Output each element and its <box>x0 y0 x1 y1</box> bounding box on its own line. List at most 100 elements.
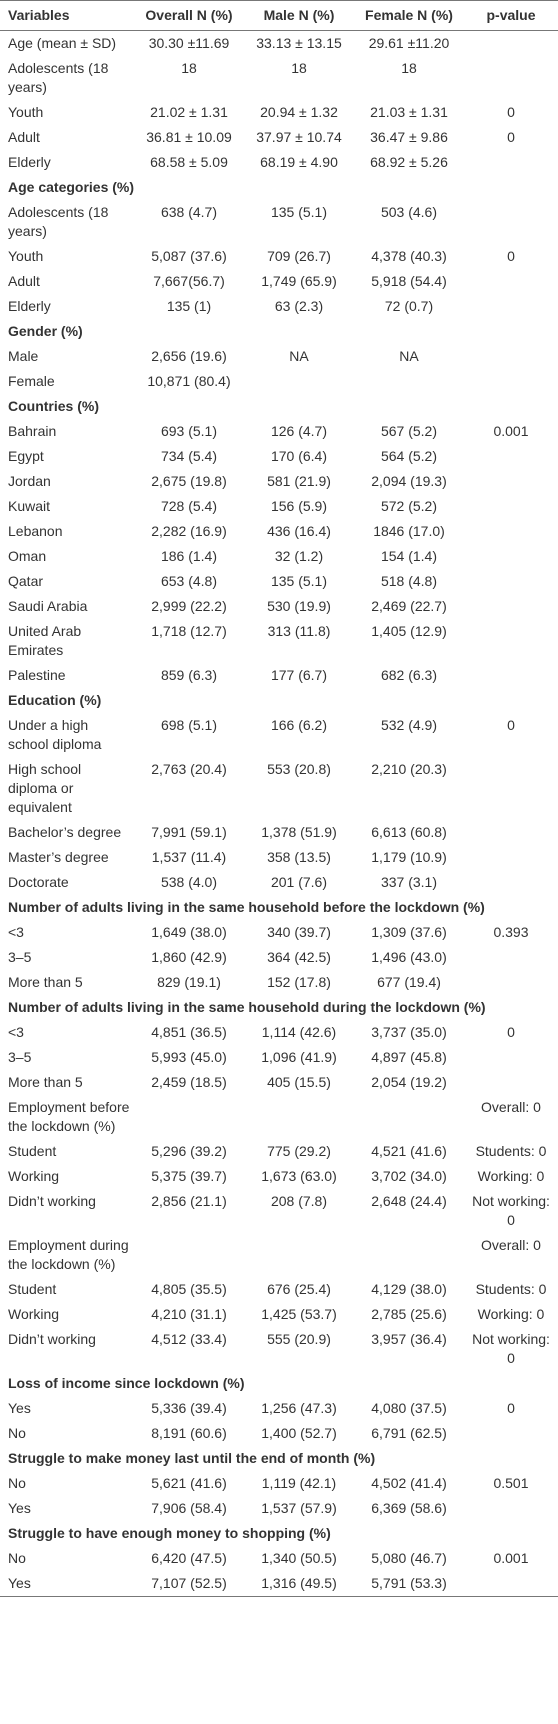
row-label: Oman <box>8 548 47 564</box>
row-label: Adolescents (18 years) <box>8 60 109 95</box>
cell: 859 (6.3) <box>160 667 218 683</box>
cell: 2,763 (20.4) <box>151 761 227 777</box>
cell: 135 (5.1) <box>270 204 328 220</box>
table-row: Oman 186 (1.4) 32 (1.2) 154 (1.4) <box>0 544 558 569</box>
cell: 30.30 ±11.69 <box>148 35 230 51</box>
cell: 2,999 (22.2) <box>151 598 227 614</box>
cell: Students: 0 <box>475 1281 547 1297</box>
table-row: Qatar 653 (4.8) 135 (5.1) 518 (4.8) <box>0 569 558 594</box>
cell: Students: 0 <box>475 1143 547 1159</box>
section-heading: Education (%) <box>8 692 102 708</box>
table-row: Adolescents (18 years) 638 (4.7) 135 (5.1)… <box>0 200 558 244</box>
table-row: Doctorate 538 (4.0) 201 (7.6) 337 (3.1) <box>0 870 558 895</box>
cell: 3,957 (36.4) <box>371 1331 447 1347</box>
empty-cell <box>464 663 558 688</box>
empty-cell <box>464 757 558 820</box>
empty-cell <box>464 544 558 569</box>
cell: 5,296 (39.2) <box>151 1143 227 1159</box>
table-row: Palestine 859 (6.3) 177 (6.7) 682 (6.3) <box>0 663 558 688</box>
cell: 0.001 <box>493 1550 529 1566</box>
cell: 7,667(56.7) <box>153 273 225 289</box>
empty-cell <box>244 1233 354 1277</box>
table-row: Didn’t working 4,512 (33.4) 555 (20.9) 3,95… <box>0 1327 558 1371</box>
cell: 2,210 (20.3) <box>371 761 447 777</box>
section-heading: Countries (%) <box>8 398 99 414</box>
row-label: Bachelor’s degree <box>8 824 122 840</box>
row-label: Employment during the lockdown (%) <box>8 1237 129 1272</box>
cell: 676 (25.4) <box>267 1281 331 1297</box>
cell: 436 (16.4) <box>267 523 331 539</box>
cell: 0 <box>507 129 515 145</box>
cell: 4,897 (45.8) <box>371 1049 447 1065</box>
cell: 135 (5.1) <box>270 573 328 589</box>
cell: 1,425 (53.7) <box>261 1306 337 1322</box>
cell: 5,080 (46.7) <box>371 1550 447 1566</box>
cell: Overall: 0 <box>481 1099 541 1115</box>
table-row: Youth 5,087 (37.6) 709 (26.7) 4,378 (40.3) 0 <box>0 244 558 269</box>
table-row: 3–5 1,860 (42.9) 364 (42.5) 1,496 (43.0) <box>0 945 558 970</box>
empty-cell <box>464 1045 558 1070</box>
cell: 1,673 (63.0) <box>261 1168 337 1184</box>
cell: 1,340 (50.5) <box>261 1550 337 1566</box>
row-label: Working <box>8 1168 60 1184</box>
cell: 170 (6.4) <box>270 448 328 464</box>
row-label: <3 <box>8 1024 24 1040</box>
row-label: Doctorate <box>8 874 69 890</box>
cell: 572 (5.2) <box>380 498 438 514</box>
table-row: No 8,191 (60.6) 1,400 (52.7) 6,791 (62.5) <box>0 1421 558 1446</box>
cell: 530 (19.9) <box>267 598 331 614</box>
table-row: Age (mean ± SD) 30.30 ±11.69 33.13 ± 13.15… <box>0 31 558 57</box>
row-label: Student <box>8 1143 57 1159</box>
table-row: 3–5 5,993 (45.0) 1,096 (41.9) 4,897 (45.8) <box>0 1045 558 1070</box>
table-row: No 5,621 (41.6) 1,119 (42.1) 4,502 (41.4) 0.… <box>0 1471 558 1496</box>
table-row: Working 4,210 (31.1) 1,425 (53.7) 2,785 (25… <box>0 1302 558 1327</box>
cell: 538 (4.0) <box>160 874 218 890</box>
cell: 33.13 ± 13.15 <box>256 35 342 51</box>
cell: 177 (6.7) <box>270 667 328 683</box>
row-label: Youth <box>8 248 44 264</box>
cell: 4,502 (41.4) <box>371 1475 447 1491</box>
table-row: Adult 36.81 ± 10.09 37.97 ± 10.74 36.47 ± 9… <box>0 125 558 150</box>
cell: 126 (4.7) <box>270 423 328 439</box>
cell: 1,537 (57.9) <box>261 1500 337 1516</box>
cell: 0 <box>507 717 515 733</box>
cell: 0.501 <box>493 1475 529 1491</box>
table-row: More than 5 2,459 (18.5) 405 (15.5) 2,054 (… <box>0 1070 558 1095</box>
row-label: Elderly <box>8 154 51 170</box>
row-label: More than 5 <box>8 1074 83 1090</box>
cell: 6,369 (58.6) <box>371 1500 447 1516</box>
cell: 5,375 (39.7) <box>151 1168 227 1184</box>
cell: 68.92 ± 5.26 <box>370 154 448 170</box>
cell: 1,400 (52.7) <box>261 1425 337 1441</box>
empty-cell <box>464 1496 558 1521</box>
cell: 2,469 (22.7) <box>371 598 447 614</box>
empty-cell <box>464 1421 558 1446</box>
row-label: Lebanon <box>8 523 63 539</box>
table-row: Yes 7,906 (58.4) 1,537 (57.9) 6,369 (58.6) <box>0 1496 558 1521</box>
cell: 564 (5.2) <box>380 448 438 464</box>
header-cell: Variables <box>0 0 134 31</box>
row-label: Qatar <box>8 573 44 589</box>
cell: 5,336 (39.4) <box>151 1400 227 1416</box>
cell: 0 <box>507 1024 515 1040</box>
table-row: Yes 5,336 (39.4) 1,256 (47.3) 4,080 (37.5) 0 <box>0 1396 558 1421</box>
cell: 4,521 (41.6) <box>371 1143 447 1159</box>
cell: 698 (5.1) <box>160 717 218 733</box>
table-row: Gender (%) <box>0 319 558 344</box>
table-row: Struggle to have enough money to shoppin… <box>0 1521 558 1546</box>
empty-cell <box>464 369 558 394</box>
cell: NA <box>289 348 309 364</box>
row-label: Student <box>8 1281 57 1297</box>
row-label: Kuwait <box>8 498 51 514</box>
cell: 638 (4.7) <box>160 204 218 220</box>
cell: 2,282 (16.9) <box>151 523 227 539</box>
cell: 2,648 (24.4) <box>371 1193 447 1209</box>
row-label: Didn’t working <box>8 1193 96 1209</box>
cell: 2,785 (25.6) <box>371 1306 447 1322</box>
section-heading: Struggle to make money last until the en… <box>8 1450 376 1466</box>
section-heading: Struggle to have enough money to shoppin… <box>8 1525 331 1541</box>
empty-cell <box>464 970 558 995</box>
cell: 1,309 (37.6) <box>371 924 447 940</box>
cell: 1846 (17.0) <box>373 523 445 539</box>
row-label: No <box>8 1550 26 1566</box>
